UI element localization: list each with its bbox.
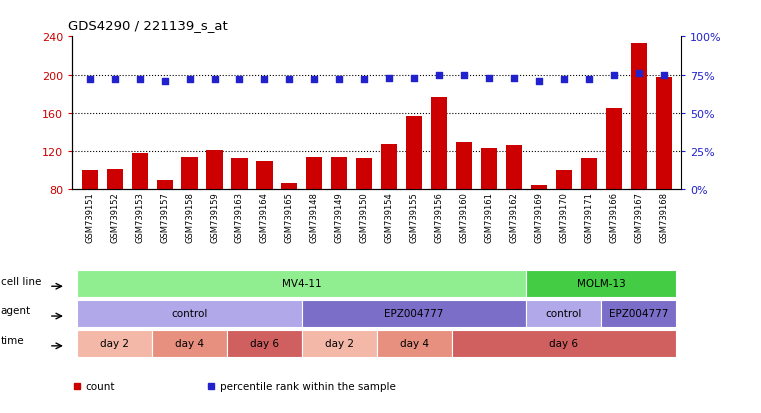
Text: percentile rank within the sample: percentile rank within the sample [220, 381, 396, 391]
Text: MOLM-13: MOLM-13 [577, 279, 626, 289]
Point [183, 77, 196, 83]
Bar [256, 161, 272, 266]
Bar [456, 142, 472, 266]
Text: day 2: day 2 [325, 338, 354, 348]
Bar [107, 170, 123, 266]
Point [408, 75, 420, 82]
Bar [132, 154, 148, 266]
Bar [606, 109, 622, 266]
Point [508, 75, 520, 82]
Bar [527, 300, 601, 327]
Text: GDS4290 / 221139_s_at: GDS4290 / 221139_s_at [68, 19, 228, 31]
Bar [206, 151, 223, 266]
Bar [181, 157, 198, 266]
Bar [356, 159, 372, 266]
Bar [302, 330, 377, 357]
Bar [631, 44, 647, 266]
Bar [227, 330, 302, 357]
Point [632, 71, 645, 77]
Text: agent: agent [1, 306, 31, 316]
Bar [556, 171, 572, 266]
Point [109, 77, 121, 83]
Point [258, 77, 270, 83]
Bar [157, 180, 173, 266]
Text: day 6: day 6 [250, 338, 279, 348]
Bar [481, 149, 497, 266]
Text: time: time [1, 335, 24, 345]
Bar [231, 159, 247, 266]
Bar [302, 300, 527, 327]
Text: EPZ004777: EPZ004777 [609, 309, 668, 318]
Point [283, 77, 295, 83]
Point [134, 77, 146, 83]
Text: cell line: cell line [1, 276, 41, 286]
Point [209, 77, 221, 83]
Point [558, 77, 570, 83]
Text: MV4-11: MV4-11 [282, 279, 322, 289]
Bar [601, 300, 676, 327]
Point [234, 77, 246, 83]
Point [333, 77, 345, 83]
Text: EPZ004777: EPZ004777 [384, 309, 444, 318]
Point [533, 78, 545, 85]
Bar [152, 330, 227, 357]
Point [358, 77, 371, 83]
Bar [78, 330, 152, 357]
Bar [78, 270, 527, 297]
Text: count: count [86, 381, 115, 391]
Bar [331, 157, 347, 266]
Point [607, 72, 619, 78]
Point [308, 77, 320, 83]
Point [158, 78, 170, 85]
Bar [406, 116, 422, 266]
Point [658, 72, 670, 78]
Bar [451, 330, 676, 357]
Bar [381, 145, 397, 266]
Point [84, 77, 96, 83]
Text: day 4: day 4 [400, 338, 428, 348]
Point [583, 77, 595, 83]
Bar [506, 146, 522, 266]
Bar [527, 270, 676, 297]
Text: day 6: day 6 [549, 338, 578, 348]
Text: control: control [171, 309, 208, 318]
Point [458, 72, 470, 78]
Bar [78, 300, 302, 327]
Bar [581, 159, 597, 266]
Point [433, 72, 445, 78]
Bar [81, 171, 98, 266]
Bar [431, 97, 447, 266]
Text: day 4: day 4 [175, 338, 204, 348]
Bar [306, 157, 323, 266]
Bar [530, 185, 547, 266]
Point [383, 75, 395, 82]
Text: control: control [546, 309, 582, 318]
Text: day 2: day 2 [100, 338, 129, 348]
Point [483, 75, 495, 82]
Bar [282, 183, 298, 266]
Bar [377, 330, 451, 357]
Bar [655, 78, 672, 266]
